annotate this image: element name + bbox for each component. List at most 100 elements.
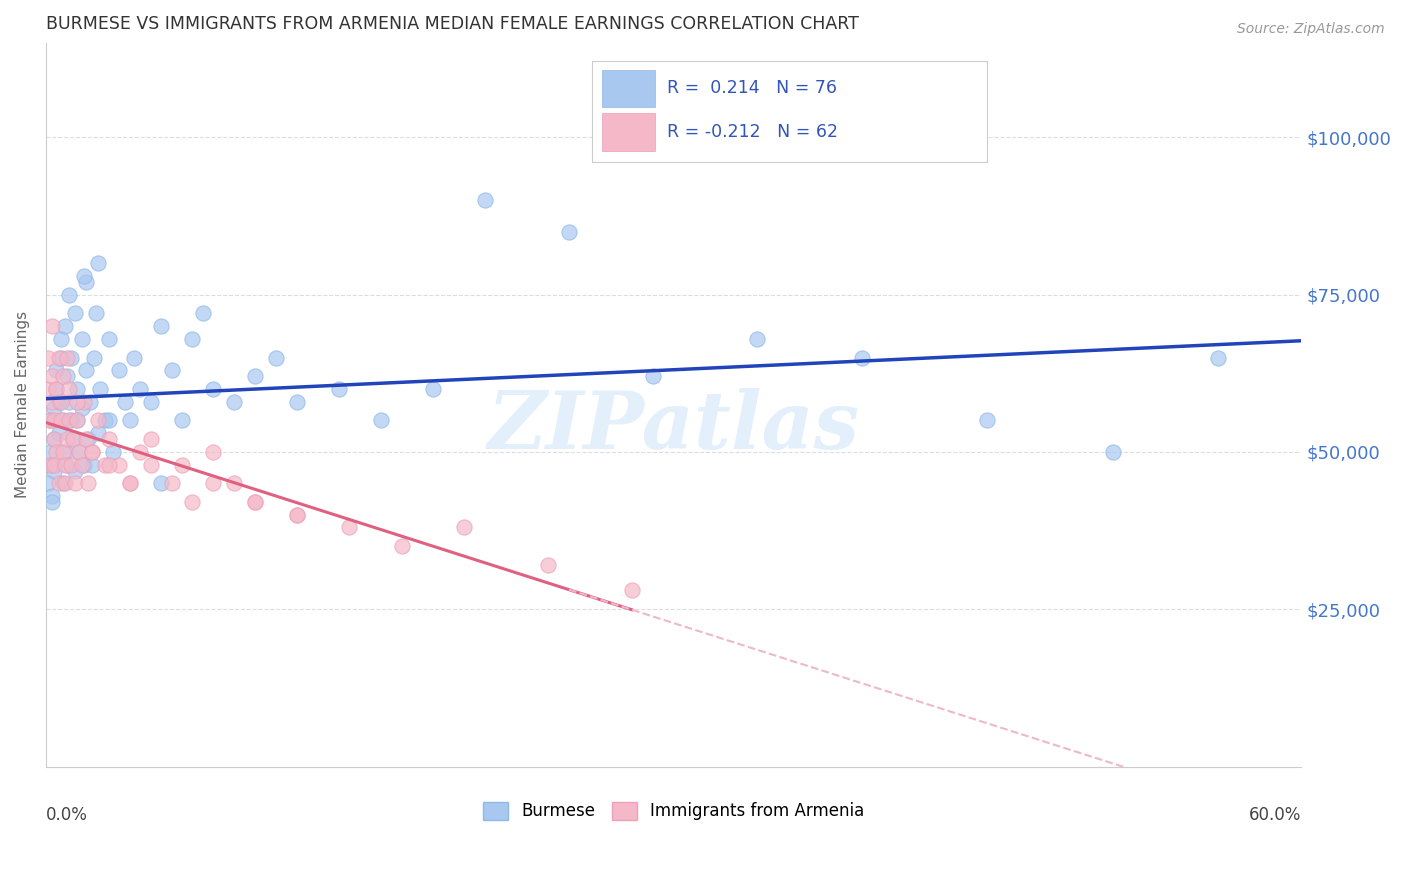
Point xyxy=(118,476,141,491)
Point xyxy=(41,394,63,409)
Point xyxy=(48,351,70,365)
Point xyxy=(108,363,131,377)
Point xyxy=(69,445,91,459)
Point xyxy=(70,332,93,346)
Point xyxy=(391,539,413,553)
Point xyxy=(243,369,266,384)
Point xyxy=(69,445,91,459)
Point xyxy=(97,433,120,447)
Point xyxy=(118,413,141,427)
Point xyxy=(53,319,76,334)
Point xyxy=(87,256,110,270)
Point xyxy=(70,401,93,415)
Point xyxy=(53,458,76,472)
Point xyxy=(422,382,444,396)
Point xyxy=(97,413,120,427)
Point xyxy=(150,319,173,334)
Point xyxy=(224,476,246,491)
Point xyxy=(56,458,79,472)
Text: Source: ZipAtlas.com: Source: ZipAtlas.com xyxy=(1237,22,1385,37)
Point xyxy=(139,433,162,447)
Point xyxy=(80,445,103,459)
Point xyxy=(370,413,392,427)
Point xyxy=(202,476,225,491)
Point xyxy=(60,458,83,472)
Point xyxy=(93,413,115,427)
Point xyxy=(66,413,89,427)
Point xyxy=(558,225,581,239)
Point xyxy=(41,319,63,334)
Point xyxy=(139,458,162,472)
Point xyxy=(44,464,66,478)
Point xyxy=(76,476,98,491)
Point xyxy=(641,369,664,384)
Point xyxy=(53,476,76,491)
Point xyxy=(97,332,120,346)
Point xyxy=(65,306,87,320)
Point xyxy=(170,413,193,427)
Point xyxy=(52,476,75,491)
Point xyxy=(108,458,131,472)
Point xyxy=(87,413,110,427)
Point xyxy=(89,382,111,396)
Point xyxy=(44,458,66,472)
Point xyxy=(84,306,107,320)
Point xyxy=(80,445,103,459)
Point xyxy=(56,433,79,447)
Point xyxy=(101,445,124,459)
Point xyxy=(56,351,79,365)
Point xyxy=(72,394,94,409)
Point xyxy=(97,458,120,472)
Point xyxy=(129,445,152,459)
Point xyxy=(202,445,225,459)
Point xyxy=(37,476,59,491)
Point xyxy=(80,458,103,472)
Point xyxy=(41,489,63,503)
Point xyxy=(39,413,62,427)
Point xyxy=(49,332,72,346)
Point xyxy=(66,394,89,409)
Point xyxy=(181,332,204,346)
Point xyxy=(44,401,66,415)
Point xyxy=(224,394,246,409)
Point xyxy=(1206,351,1229,365)
Point xyxy=(45,445,67,459)
Point xyxy=(75,433,97,447)
Point xyxy=(747,332,769,346)
Point xyxy=(45,382,67,396)
Point xyxy=(60,413,83,427)
Point xyxy=(139,394,162,409)
Point xyxy=(118,476,141,491)
Point xyxy=(453,520,475,534)
Point xyxy=(44,433,66,447)
Point xyxy=(243,495,266,509)
Point xyxy=(537,558,560,573)
Point xyxy=(65,464,87,478)
Text: R = -0.212   N = 62: R = -0.212 N = 62 xyxy=(668,123,838,141)
Point xyxy=(83,351,105,365)
Point xyxy=(66,413,89,427)
Point xyxy=(72,458,94,472)
Point xyxy=(72,268,94,283)
Point xyxy=(285,508,308,522)
Point xyxy=(58,413,80,427)
Point xyxy=(44,413,66,427)
Point xyxy=(52,413,75,427)
Point xyxy=(87,425,110,440)
Point xyxy=(150,476,173,491)
Point xyxy=(264,351,287,365)
Point xyxy=(93,458,115,472)
Point xyxy=(44,433,66,447)
FancyBboxPatch shape xyxy=(592,61,987,162)
Point xyxy=(45,382,67,396)
FancyBboxPatch shape xyxy=(602,113,655,151)
Point xyxy=(191,306,214,320)
Point xyxy=(60,351,83,365)
Point xyxy=(48,425,70,440)
Point xyxy=(129,382,152,396)
Point xyxy=(37,351,59,365)
Text: 0.0%: 0.0% xyxy=(46,806,87,824)
Point xyxy=(58,382,80,396)
Point xyxy=(41,495,63,509)
Point xyxy=(62,433,84,447)
